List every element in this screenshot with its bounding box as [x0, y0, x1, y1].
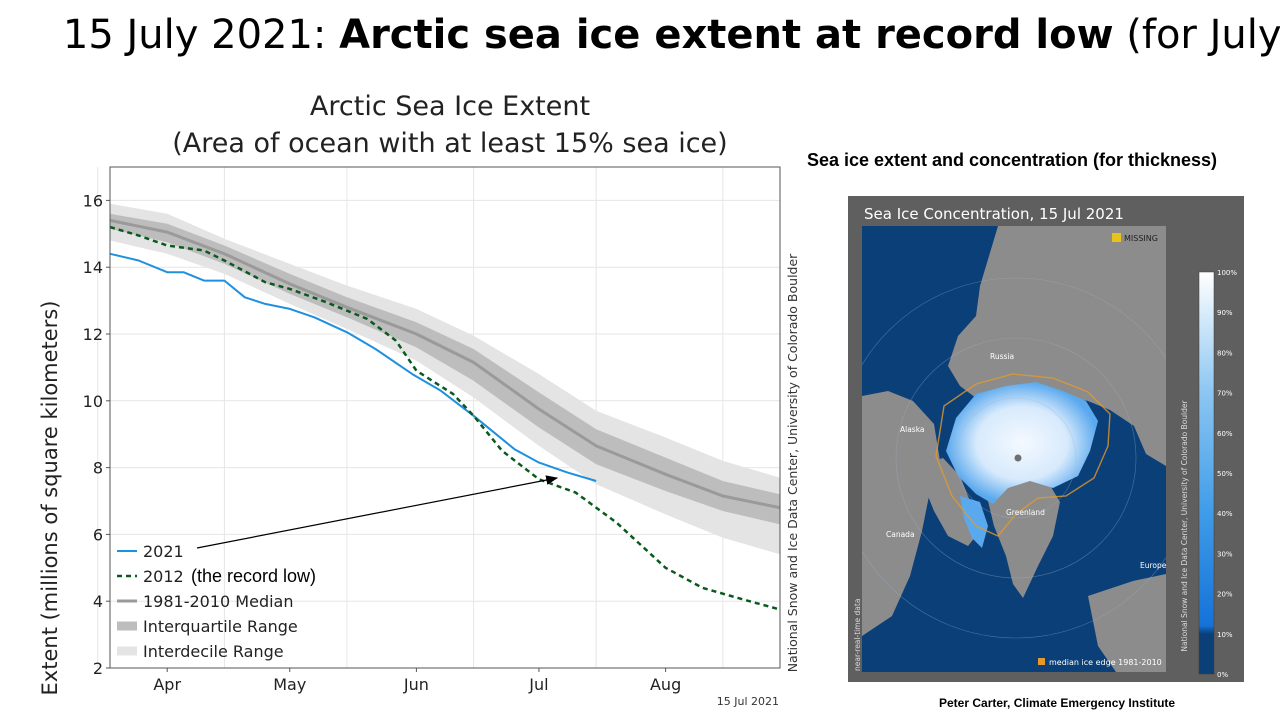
series-2012-line: [109, 225, 781, 611]
missing-legend-box: [1108, 230, 1166, 246]
sea-ice-extent-chart: Arctic Sea Ice Extent (Area of ocean wit…: [38, 91, 800, 708]
median-edge-label: median ice edge 1981-2010: [1049, 658, 1162, 667]
graticule-circle: [895, 337, 1137, 579]
legend-label-idr: Interdecile Range: [143, 642, 284, 661]
map-title: Sea Ice Concentration, 15 Jul 2021: [864, 205, 1124, 223]
north-pole-marker: [1014, 454, 1022, 462]
series-2021-line: [109, 252, 597, 482]
y-tick-label: 14: [83, 258, 103, 277]
legend-label-iqr: Interquartile Range: [143, 617, 298, 636]
plot-area: 2 4 6 8 10 12 14 16 Apr May Jun Jul Aug: [83, 166, 781, 694]
plot-border: [109, 166, 781, 669]
median-line: [109, 218, 781, 510]
colorbar-tick-label: 80%: [1217, 349, 1233, 357]
source-note: National Snow and Ice Data Center, Unive…: [785, 253, 800, 672]
chart-title: Arctic Sea Ice Extent: [310, 91, 590, 122]
colorbar-tick-label: 90%: [1217, 309, 1233, 317]
x-tick-label: Jun: [403, 675, 429, 694]
map-source-note: National Snow and Ice Data Center, Unive…: [1180, 400, 1189, 652]
y-tick-label: 6: [93, 525, 103, 544]
legend-label-2012: 2012: [143, 567, 184, 586]
colorbar-tick-label: 70%: [1217, 390, 1233, 398]
title-date: 15 July 2021:: [62, 12, 340, 58]
date-stamp: 15 Jul 2021: [717, 695, 779, 708]
median-ice-edge: [935, 373, 1111, 537]
title-headline: Arctic sea ice extent at record low: [339, 12, 1114, 58]
author-credit: Peter Carter, Climate Emergency Institut…: [939, 696, 1176, 710]
place-label-russia: Russia: [990, 352, 1014, 361]
y-tick-label: 8: [93, 459, 103, 478]
colorbar-tick-label: 20%: [1217, 591, 1233, 599]
greenland-land: [988, 468, 1060, 598]
interquartile-band: [110, 213, 780, 525]
canadian-archipelago-land: [918, 458, 980, 546]
x-tick-label: Aug: [650, 675, 681, 694]
title-qualifier: (for July): [1113, 12, 1280, 58]
sea-ice-concentration-map: Sea Ice Concentration, 15 Jul 2021 MISSI…: [848, 196, 1244, 682]
legend: 2021 2012 (the record low) 1981-2010 Med…: [117, 542, 316, 661]
x-tick-label: Apr: [153, 675, 181, 694]
annotation-arrow: [196, 475, 559, 549]
colorbar-tick-label: 0%: [1217, 671, 1228, 679]
graticule-circle: [955, 397, 1077, 519]
place-label-europe: Europe: [1140, 561, 1167, 570]
near-real-time-label: near-real-time data: [853, 599, 862, 671]
colorbar-tick-label: 60%: [1217, 430, 1233, 438]
y-tick-label: 4: [93, 592, 103, 611]
record-low-annotation: (the record low): [191, 566, 316, 586]
missing-label: MISSING: [1124, 234, 1158, 243]
map-heading: Sea ice extent and concentration (for th…: [806, 150, 1218, 170]
sea-ice: [946, 382, 1098, 504]
north-america-land: [862, 391, 940, 636]
chart-subtitle: (Area of ocean with at least 15% sea ice…: [172, 128, 727, 159]
missing-swatch: [1112, 233, 1121, 242]
x-tick-label: Jul: [528, 675, 548, 694]
y-tick-label: 10: [83, 392, 103, 411]
colorbar-tick-label: 50%: [1217, 470, 1233, 478]
y-tick-label: 12: [83, 325, 103, 344]
colorbar-ticks: 100% 90% 80% 70% 60% 50% 40% 30% 20% 10% 0%: [1217, 269, 1237, 679]
colorbar-tick-label: 30%: [1217, 550, 1233, 558]
y-axis-label: Extent (millions of square kilometers): [38, 301, 62, 696]
colorbar-tick-label: 100%: [1217, 269, 1237, 277]
map-body: [862, 226, 1166, 672]
eurasia-land: [948, 226, 1166, 466]
europe-land: [1088, 574, 1166, 672]
median-edge-swatch: [1038, 658, 1045, 665]
sea-ice-baffin: [960, 496, 988, 548]
graticule-circle: [862, 277, 1166, 639]
place-label-greenland: Greenland: [1006, 508, 1045, 517]
colorbar-tick-label: 40%: [1217, 510, 1233, 518]
concentration-colorbar: [1198, 271, 1215, 675]
place-label-canada: Canada: [886, 530, 915, 539]
slide-title: 15 July 2021: Arctic sea ice extent at r…: [0, 12, 1280, 58]
legend-label-median: 1981-2010 Median: [143, 592, 294, 611]
x-tick-label: May: [273, 675, 306, 694]
y-tick-label: 2: [93, 659, 103, 678]
legend-label-2021: 2021: [143, 542, 184, 561]
place-label-alaska: Alaska: [900, 425, 925, 434]
colorbar-tick-label: 10%: [1217, 631, 1233, 639]
y-tick-label: 16: [83, 191, 103, 210]
